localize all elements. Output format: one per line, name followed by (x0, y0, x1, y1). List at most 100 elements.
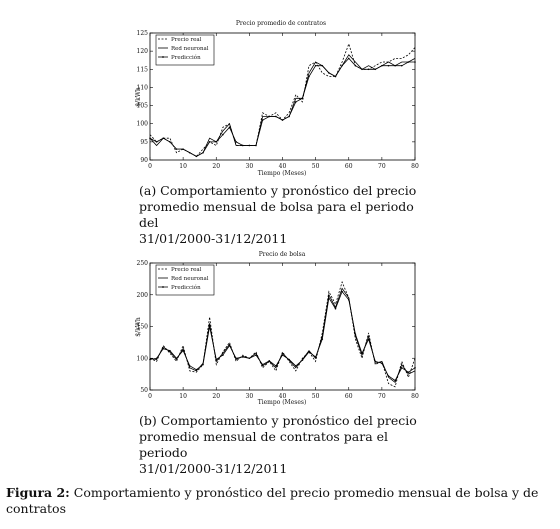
series-point (222, 354, 224, 356)
legend-label: Red neuronal (171, 46, 209, 52)
caption-line: 31/01/2000-31/12/2011 (139, 461, 288, 476)
series-point (347, 299, 350, 301)
series-point (387, 375, 390, 377)
series-point (275, 115, 277, 118)
series-line-1 (149, 280, 416, 388)
x-tick-label: 20 (212, 163, 220, 170)
series-point (407, 371, 410, 374)
series-point (374, 68, 377, 71)
y-tick-label: 105 (137, 103, 149, 110)
subfigure-caption-b: (b) Comportamiento y pronóstico del prec… (139, 413, 429, 477)
series-point (248, 144, 251, 147)
x-tick-label: 70 (378, 393, 386, 400)
y-tick-label: 50 (140, 387, 148, 394)
x-tick-label: 60 (345, 163, 353, 170)
caption-line: (b) Comportamiento y pronóstico del prec… (139, 413, 417, 428)
series-point (261, 119, 264, 121)
series-point (321, 64, 324, 67)
series-point (261, 363, 264, 366)
series-point (182, 148, 184, 150)
legend-box (155, 34, 215, 66)
figure-charts: Precio promedio de contratos 0 10 20 30 40 50… (135, 20, 419, 406)
series-point (281, 119, 284, 121)
series-point (182, 349, 184, 352)
series-point (301, 359, 304, 361)
series-point (162, 347, 165, 350)
series-point (188, 151, 191, 154)
y-tick-label: 200 (137, 292, 149, 299)
series-point (308, 75, 310, 78)
x-axis-label: Tiempo (Meses) (258, 399, 307, 406)
legend-marker (162, 286, 164, 288)
caption-line: (a) Comportamiento y pronóstico del prec… (139, 183, 417, 198)
series-point (175, 148, 178, 150)
series-point (281, 354, 284, 356)
series-point (202, 363, 204, 366)
series-point (241, 356, 244, 358)
series-point (149, 137, 151, 140)
series-point (407, 61, 410, 63)
series-point (361, 352, 363, 354)
x-tick-label: 50 (312, 163, 320, 170)
series-point (387, 64, 390, 67)
x-tick-label: 70 (378, 163, 386, 170)
subfigure-caption-a: (a) Comportamiento y pronóstico del prec… (139, 183, 429, 247)
series-point (341, 290, 343, 293)
series-point (394, 379, 396, 382)
legend-label: Predicción (171, 284, 201, 291)
y-tick-label: 250 (137, 260, 149, 267)
series-line-3 (149, 57, 415, 157)
x-tick-label: 40 (279, 163, 287, 170)
series-point (347, 57, 350, 60)
series-point (414, 61, 416, 63)
series-point (334, 75, 337, 78)
series-point (255, 354, 257, 356)
series-point (195, 368, 198, 371)
series-point (288, 115, 290, 118)
figure-caption-text: Comportamiento y pronóstico del precio p… (6, 485, 539, 516)
series-group (149, 42, 416, 158)
x-tick-label: 50 (312, 393, 320, 400)
legend-label: Red neuronal (171, 276, 209, 282)
series-point (149, 358, 151, 361)
legend-marker (162, 56, 164, 58)
series-point (208, 325, 211, 328)
series-point (195, 155, 198, 158)
series-point (202, 151, 204, 154)
series-point (400, 64, 403, 67)
x-tick-label: 20 (212, 393, 220, 400)
series-point (394, 64, 396, 67)
series-point (169, 141, 171, 143)
x-tick-label: 30 (246, 393, 254, 400)
y-axis-label: $/kWh (135, 317, 142, 337)
x-tick-label: 10 (179, 163, 187, 170)
axis-ticks: 0 10 20 30 40 50 60 70 80 90 95 100 105 110 115 120 125 (137, 30, 419, 170)
caption-line: promedio mensual de contratos para el pe… (139, 429, 389, 460)
y-tick-label: 95 (140, 139, 148, 146)
y-tick-label: 115 (137, 66, 149, 73)
series-point (215, 141, 218, 143)
series-line-2 (149, 287, 416, 384)
series-point (268, 115, 271, 118)
series-point (155, 357, 158, 360)
y-tick-label: 100 (137, 355, 149, 362)
series-point (341, 64, 343, 67)
series-point (400, 366, 403, 369)
chart-contratos: Precio promedio de contratos 0 10 20 30 40 50… (135, 20, 419, 177)
series-point (354, 64, 357, 67)
legend: Precio real Red neuronal Predicción (155, 264, 215, 296)
series-group (149, 280, 416, 388)
series-point (381, 362, 383, 365)
series-point (361, 68, 363, 71)
x-tick-label: 30 (246, 163, 254, 170)
series-point (367, 68, 370, 71)
series-point (175, 357, 178, 360)
legend-label: Precio real (171, 37, 202, 43)
series-point (328, 72, 330, 74)
series-point (248, 357, 251, 360)
series-point (308, 351, 310, 353)
figure-label: Figura 2: (6, 485, 70, 500)
y-tick-label: 90 (140, 157, 148, 164)
series-point (235, 357, 237, 360)
series-point (321, 338, 324, 341)
